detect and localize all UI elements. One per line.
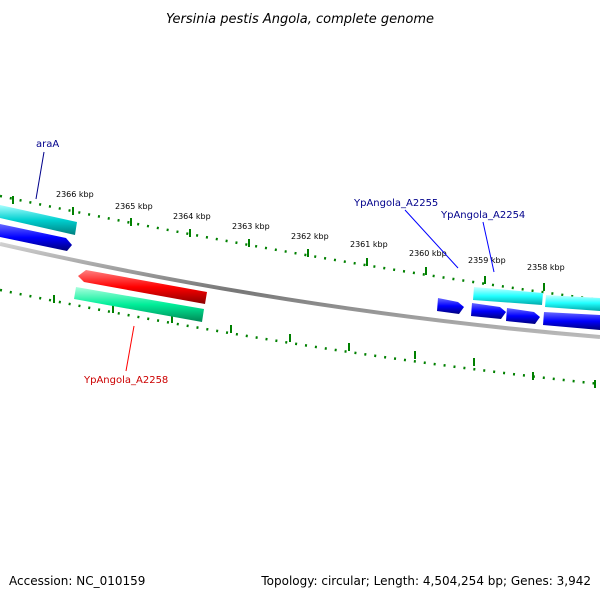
feature-cds-right — [543, 312, 600, 330]
leader-YpAngola_A2255 — [404, 209, 459, 269]
feature-green — [74, 287, 204, 322]
map-title: Yersinia pestis Angola, complete genome — [166, 12, 434, 27]
ruler-lower-ticks — [53, 295, 596, 388]
ruler-lower-dots — [0, 288, 600, 386]
feature-cyan — [473, 287, 543, 305]
feature-cyan-left — [0, 205, 77, 235]
feature-cds-left — [0, 224, 72, 251]
leader-araA — [35, 151, 45, 200]
feature-cds — [437, 298, 464, 314]
tick-label: 2364 kbp — [173, 212, 211, 221]
topology-text: Topology: circular; Length: 4,504,254 bp… — [261, 574, 591, 588]
ruler-major-ticks — [12, 196, 545, 291]
leader-YpAngola_A2258 — [125, 325, 135, 372]
feature-cds — [506, 308, 540, 324]
gene-label-araA: araA — [36, 139, 59, 150]
feature-cyan-right — [545, 295, 600, 311]
feature-reverse-cds — [78, 270, 207, 304]
label-leaders — [35, 151, 495, 372]
tick-label: 2365 kbp — [115, 202, 153, 211]
tick-label: 2366 kbp — [56, 190, 94, 199]
tick-label: 2362 kbp — [291, 232, 329, 241]
accession-text: Accession: NC_010159 — [9, 574, 146, 588]
ruler-tick-labels: 2366 kbp 2365 kbp 2364 kbp 2363 kbp 2362… — [56, 190, 565, 272]
tick-label: 2360 kbp — [409, 249, 447, 258]
gene-label-YpAngola_A2255: YpAngola_A2255 — [353, 198, 438, 209]
tick-label: 2363 kbp — [232, 222, 270, 231]
forward-features — [0, 205, 600, 330]
leader-YpAngola_A2254 — [482, 221, 495, 273]
reverse-features — [74, 270, 207, 322]
gene-label-YpAngola_A2254: YpAngola_A2254 — [440, 210, 525, 221]
tick-label: 2361 kbp — [350, 240, 388, 249]
gene-label-YpAngola_A2258: YpAngola_A2258 — [83, 375, 168, 386]
genome-backbone — [0, 242, 600, 339]
feature-cds — [471, 303, 506, 319]
tick-label: 2359 kbp — [468, 256, 506, 265]
tick-label: 2358 kbp — [527, 263, 565, 272]
